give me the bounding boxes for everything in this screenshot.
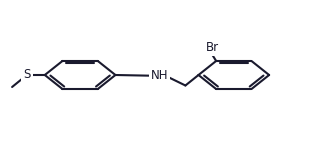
Text: NH: NH xyxy=(151,69,168,82)
Text: Br: Br xyxy=(206,41,219,54)
Text: S: S xyxy=(23,69,30,81)
